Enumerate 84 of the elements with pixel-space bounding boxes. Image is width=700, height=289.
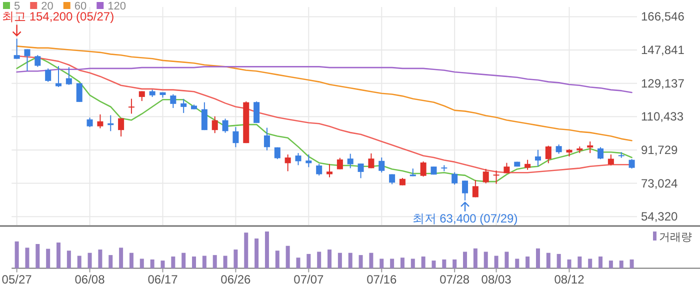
annotation: 최고 154,200 (05/27): [2, 10, 114, 24]
bar: [348, 252, 352, 268]
bar: [77, 256, 82, 268]
bar: [25, 248, 30, 268]
x-tick-label: 06/17: [148, 272, 178, 286]
annotation: 최저 63,400 (07/29): [412, 211, 518, 226]
bar: [234, 250, 238, 268]
bar: [296, 258, 300, 268]
bar: [390, 258, 394, 268]
bar: [140, 258, 144, 268]
bar: [400, 258, 404, 268]
bar: [578, 256, 582, 268]
x-tick-label: 07/28: [440, 272, 470, 286]
bar: [66, 250, 71, 268]
bar: [463, 252, 468, 268]
bar: [286, 246, 290, 268]
bar: [202, 256, 206, 268]
bar: [432, 260, 436, 268]
bar: [452, 259, 457, 268]
bar: [567, 259, 572, 268]
bar: [536, 248, 540, 268]
bar: [98, 250, 102, 268]
legend-label: 120: [108, 0, 126, 12]
bar: [526, 256, 530, 268]
bar: [598, 256, 603, 268]
bar: [515, 258, 520, 268]
legend: 거래량: [653, 232, 692, 244]
bar: [369, 252, 374, 268]
bar: [494, 256, 498, 268]
y-tick-label: 91,729: [641, 142, 678, 157]
y-tick-label: 110,433: [641, 110, 684, 124]
legend-label: 20: [41, 0, 54, 12]
bar: [212, 255, 217, 268]
bar: [119, 248, 124, 268]
bar: [275, 250, 280, 268]
bar: [546, 252, 550, 268]
bar: [421, 256, 426, 268]
y-tick-label: 147,841: [641, 43, 685, 58]
bar: [88, 252, 92, 268]
bar: [608, 260, 613, 268]
bar: [36, 244, 40, 268]
bar: [338, 252, 342, 268]
bar: [129, 252, 134, 268]
bar: [192, 256, 196, 268]
bar: [410, 258, 415, 268]
bar: [56, 242, 61, 268]
bar: [442, 259, 446, 268]
bar: [630, 259, 634, 268]
y-tick-label: 166,546: [641, 10, 685, 24]
y-tick-label: 54,320: [641, 210, 678, 224]
legend-label: 60: [74, 0, 87, 12]
bar: [619, 260, 624, 268]
bar: [473, 248, 478, 268]
bar: [150, 259, 154, 268]
legend-label: 5: [14, 0, 20, 12]
bar: [254, 238, 259, 268]
x-tick-label: 05/27: [2, 272, 32, 286]
bar: [358, 255, 363, 268]
bar: [160, 260, 165, 268]
y-tick-label: 129,137: [641, 76, 685, 90]
bar: [108, 255, 113, 268]
bar: [380, 258, 384, 268]
x-tick-label: 06/08: [74, 272, 106, 286]
x-tick-label: 07/07: [294, 272, 324, 286]
bar: [223, 256, 228, 268]
bar: [556, 254, 561, 268]
bar: [46, 248, 50, 268]
bar: [504, 252, 509, 268]
x-tick-label: 07/16: [366, 272, 397, 286]
bar: [244, 232, 248, 268]
y-tick-label: 73,024: [641, 176, 678, 190]
legend-label: 거래량: [659, 232, 692, 244]
bar: [171, 256, 176, 268]
bar: [306, 254, 311, 268]
bar: [182, 252, 186, 268]
bar: [264, 232, 269, 268]
x-tick-label: 06/26: [220, 272, 252, 286]
bar: [484, 252, 488, 268]
bar: [328, 250, 332, 268]
bar: [14, 241, 19, 268]
bar: [588, 258, 592, 268]
x-tick-label: 08/03: [481, 272, 512, 286]
bar: [317, 252, 322, 268]
x-tick-label: 08/12: [554, 272, 585, 286]
